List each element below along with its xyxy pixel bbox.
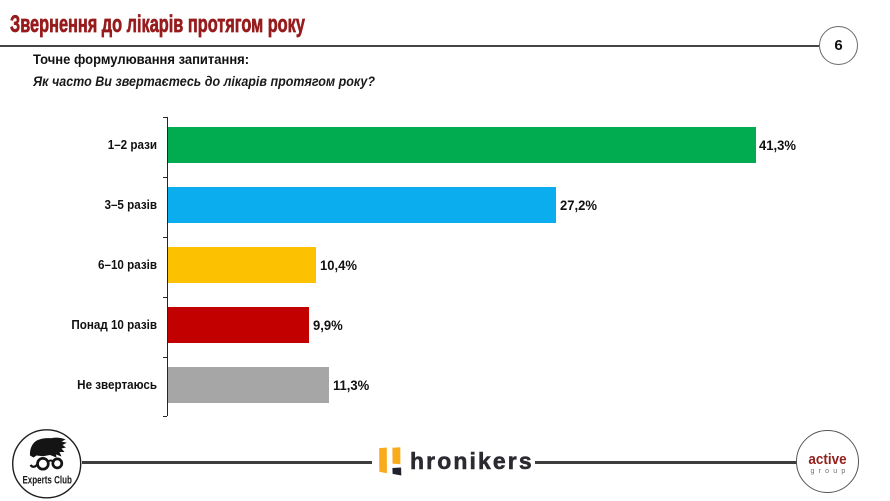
svg-text:Experts Club: Experts Club: [22, 474, 72, 486]
